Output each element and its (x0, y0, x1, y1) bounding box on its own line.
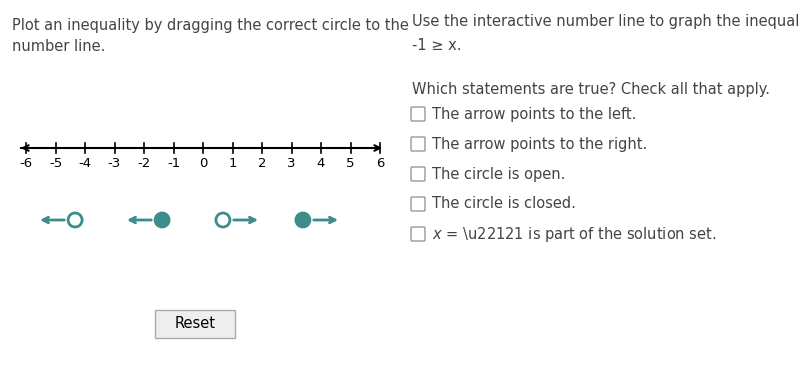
FancyBboxPatch shape (411, 107, 425, 121)
Text: The arrow points to the left.: The arrow points to the left. (432, 107, 636, 121)
Text: The circle is closed.: The circle is closed. (432, 197, 576, 212)
Circle shape (155, 213, 169, 227)
Text: 0: 0 (199, 157, 207, 170)
Text: Plot an inequality by dragging the correct circle to the
number line.: Plot an inequality by dragging the corre… (12, 18, 409, 54)
Text: -4: -4 (78, 157, 91, 170)
Text: -5: -5 (49, 157, 62, 170)
Text: The circle is open.: The circle is open. (432, 166, 566, 181)
Text: 3: 3 (287, 157, 296, 170)
FancyBboxPatch shape (155, 310, 235, 338)
Text: 1: 1 (228, 157, 237, 170)
Circle shape (296, 213, 310, 227)
FancyBboxPatch shape (411, 137, 425, 151)
Text: -2: -2 (138, 157, 150, 170)
Text: $x$ = \u22121 is part of the solution set.: $x$ = \u22121 is part of the solution se… (432, 225, 716, 243)
Text: Use the interactive number line to graph the inequality: Use the interactive number line to graph… (412, 14, 800, 29)
FancyBboxPatch shape (411, 167, 425, 181)
Text: The arrow points to the right.: The arrow points to the right. (432, 136, 647, 152)
Text: 5: 5 (346, 157, 354, 170)
Text: Which statements are true? Check all that apply.: Which statements are true? Check all tha… (412, 82, 770, 97)
Text: Reset: Reset (174, 316, 215, 332)
FancyBboxPatch shape (411, 197, 425, 211)
Text: -1: -1 (167, 157, 180, 170)
Text: -6: -6 (19, 157, 33, 170)
Circle shape (68, 213, 82, 227)
Text: 6: 6 (376, 157, 384, 170)
Text: -1 ≥ x.: -1 ≥ x. (412, 38, 462, 53)
Circle shape (216, 213, 230, 227)
Text: 2: 2 (258, 157, 266, 170)
Text: 4: 4 (317, 157, 325, 170)
Text: -3: -3 (108, 157, 121, 170)
FancyBboxPatch shape (411, 227, 425, 241)
